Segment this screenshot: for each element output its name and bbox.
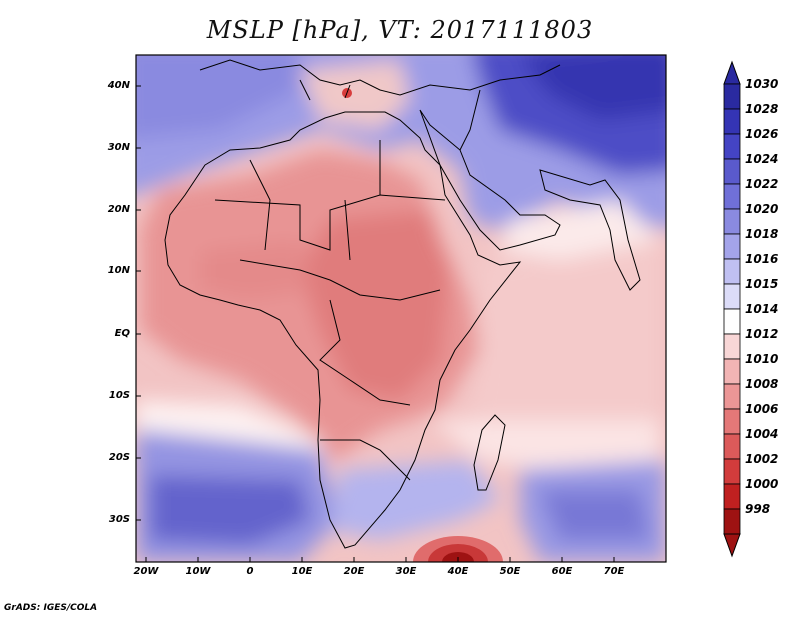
colorbar-cell — [723, 433, 741, 460]
pressure-field — [136, 55, 666, 562]
colorbar-cell — [723, 233, 741, 260]
colorbar-cell — [723, 208, 741, 235]
colorbar-label: 1024 — [745, 152, 779, 166]
colorbar-cell — [723, 258, 741, 285]
colorbar-label: 1015 — [745, 277, 779, 291]
colorbar-cell — [723, 333, 741, 360]
lon-label-10w: 10W — [185, 566, 211, 577]
colorbar-cell — [723, 83, 741, 110]
colorbar-label: 1028 — [745, 102, 779, 116]
colorbar-cell — [723, 158, 741, 185]
lon-label-40e: 40E — [447, 566, 469, 577]
colorbar-label: 1004 — [745, 427, 779, 441]
colorbar-label: 1018 — [745, 227, 779, 241]
colorbar-label: 1020 — [745, 202, 779, 216]
lon-label-0: 0 — [246, 566, 254, 577]
lat-label-10n: 10N — [107, 265, 130, 276]
colorbar-label: 1014 — [745, 302, 779, 316]
colorbar-label: 1002 — [745, 452, 779, 466]
lon-label-20e: 20E — [343, 566, 365, 577]
colorbar-cell — [723, 383, 741, 410]
lat-label-30s: 30S — [108, 514, 130, 525]
colorbar-cell — [723, 458, 741, 485]
lon-label-60e: 60E — [551, 566, 573, 577]
lon-label-20w: 20W — [133, 566, 159, 577]
colorbar — [723, 60, 741, 558]
colorbar-top-arrow — [723, 60, 741, 85]
colorbar-label: 1010 — [745, 352, 779, 366]
colorbar-label: 1030 — [745, 77, 779, 91]
colorbar-label: 1026 — [745, 127, 779, 141]
lat-label-30n: 30N — [107, 142, 130, 153]
lat-label-20s: 20S — [108, 452, 130, 463]
axis-ticks — [136, 85, 615, 562]
grads-credit: GrADS: IGES/COLA — [4, 603, 98, 613]
colorbar-label: 1012 — [745, 327, 779, 341]
colorbar-cell — [723, 308, 741, 335]
lon-label-10e: 10E — [291, 566, 313, 577]
lat-label-40n: 40N — [107, 80, 130, 91]
lon-label-30e: 30E — [395, 566, 417, 577]
colorbar-cell — [723, 358, 741, 385]
lat-label-10s: 10S — [108, 390, 130, 401]
colorbar-cell — [723, 108, 741, 135]
colorbar-label: 1000 — [745, 477, 779, 491]
lon-label-70e: 70E — [603, 566, 625, 577]
colorbar-label: 1022 — [745, 177, 779, 191]
colorbar-cell — [723, 408, 741, 435]
lon-label-50e: 50E — [499, 566, 521, 577]
colorbar-label: 1008 — [745, 377, 779, 391]
colorbar-cell — [723, 508, 741, 535]
colorbar-label: 998 — [745, 502, 771, 516]
colorbar-label: 1016 — [745, 252, 779, 266]
colorbar-label: 1006 — [745, 402, 779, 416]
colorbar-cell — [723, 183, 741, 210]
colorbar-bottom-arrow — [723, 533, 741, 558]
colorbar-cell — [723, 133, 741, 160]
map-frame — [135, 54, 667, 563]
colorbar-cell — [723, 283, 741, 310]
map-title: MSLP [hPa], VT: 2017111803 — [206, 16, 594, 44]
lat-label-20n: 20N — [107, 204, 130, 215]
lat-label-eq: EQ — [114, 328, 130, 339]
colorbar-cell — [723, 483, 741, 510]
coastlines — [164, 59, 641, 549]
